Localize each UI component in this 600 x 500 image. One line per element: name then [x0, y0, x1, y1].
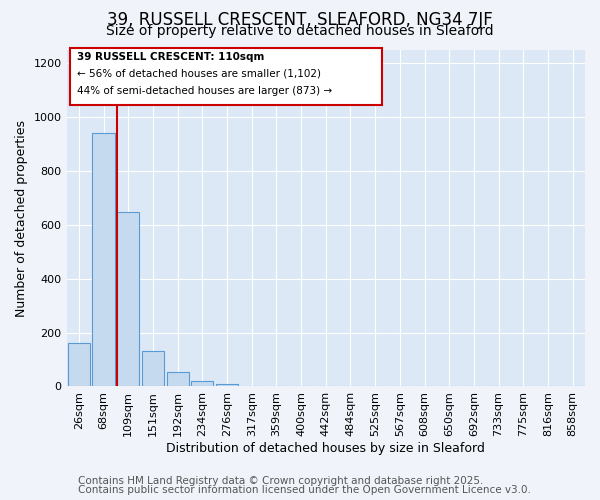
- Bar: [117, 212, 139, 386]
- Text: 39 RUSSELL CRESCENT: 110sqm: 39 RUSSELL CRESCENT: 110sqm: [77, 52, 264, 62]
- Text: Size of property relative to detached houses in Sleaford: Size of property relative to detached ho…: [106, 24, 494, 38]
- Text: ← 56% of detached houses are smaller (1,102): ← 56% of detached houses are smaller (1,…: [77, 69, 321, 79]
- Bar: [68, 344, 90, 386]
- Text: 44% of semi-detached houses are larger (873) →: 44% of semi-detached houses are larger (…: [77, 86, 332, 96]
- Bar: [216, 384, 238, 386]
- Text: Contains HM Land Registry data © Crown copyright and database right 2025.: Contains HM Land Registry data © Crown c…: [78, 476, 484, 486]
- Text: Contains public sector information licensed under the Open Government Licence v3: Contains public sector information licen…: [78, 485, 531, 495]
- X-axis label: Distribution of detached houses by size in Sleaford: Distribution of detached houses by size …: [166, 442, 485, 455]
- Bar: [191, 381, 214, 386]
- Y-axis label: Number of detached properties: Number of detached properties: [15, 120, 28, 316]
- Bar: [167, 372, 189, 386]
- Bar: [142, 352, 164, 386]
- Text: 39, RUSSELL CRESCENT, SLEAFORD, NG34 7JF: 39, RUSSELL CRESCENT, SLEAFORD, NG34 7JF: [107, 11, 493, 29]
- Bar: [92, 134, 115, 386]
